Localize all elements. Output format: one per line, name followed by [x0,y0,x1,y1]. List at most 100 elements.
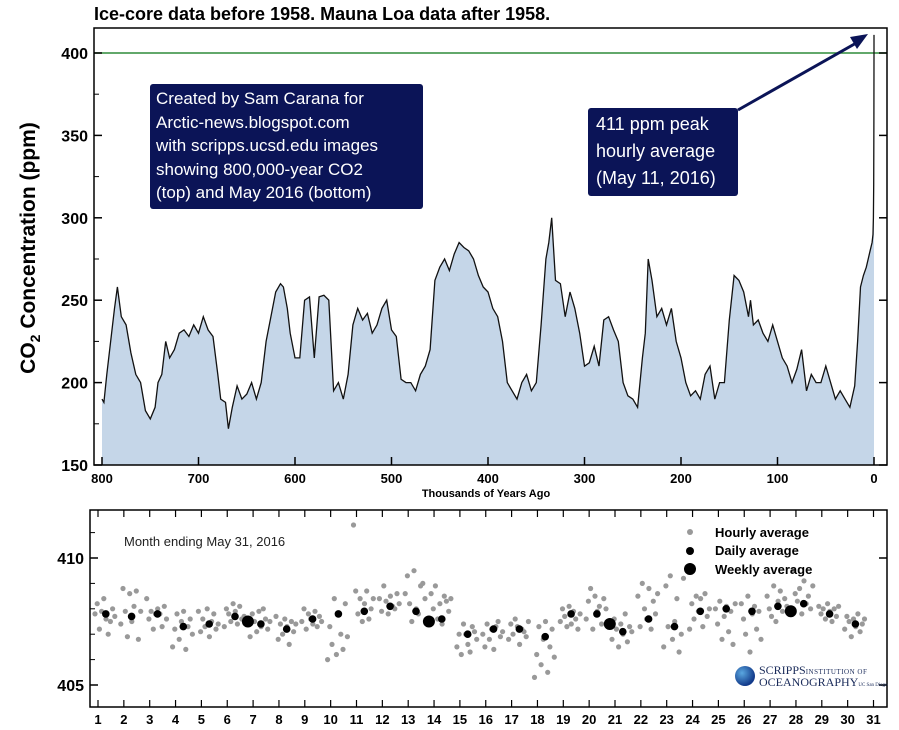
hourly-point [704,613,710,620]
daily-points [102,599,860,641]
hourly-point [702,591,708,597]
logo-institution: INSTITUTION OF [805,668,868,676]
daily-point [153,610,162,618]
hourly-point [267,618,273,625]
hourly-point [801,578,807,584]
hourly-point [333,651,339,658]
co2-line-group [101,34,875,429]
hourly-point [629,629,635,635]
co2-line [101,34,875,429]
hourly-point [641,606,648,612]
hourly-point [237,603,243,609]
hourly-point [799,611,805,617]
hourly-point [456,631,462,637]
hourly-point [215,621,221,627]
hourly-point [254,629,260,635]
hourly-point [782,596,788,602]
hourly-point [163,616,170,622]
hourly-point [506,636,512,642]
daily-point [231,612,239,621]
hourly-point [170,644,176,650]
bottom-x-tick-label: 20 [582,712,596,727]
hourly-point [531,674,538,681]
hourly-point [549,626,555,632]
bottom-x-tick-label: 4 [172,712,180,727]
hourly-point [458,651,464,658]
hourly-point [523,634,529,640]
hourly-point [331,596,337,602]
hourly-point [183,646,189,653]
hourly-point [439,621,445,627]
hourly-point [385,611,391,617]
daily-point [593,610,601,618]
daily-point [541,632,549,641]
bottom-x-tick-label: 24 [685,712,700,727]
hourly-point [256,608,262,614]
top-y-tick-label: 150 [61,458,88,475]
hourly-point [639,580,645,587]
hourly-point [127,591,133,597]
hourly-point [101,596,107,602]
hourly-point [178,618,184,625]
hourly-point [432,583,438,589]
hourly-point [120,585,126,592]
top-y-axis: 150 200 250 300 350 400 [61,46,887,475]
hourly-point [637,624,643,630]
daily-point [102,610,110,618]
hourly-point [693,593,699,599]
hourly-point [247,634,253,640]
hourly-point [732,601,738,607]
daily-point [334,610,343,618]
hourly-point [409,618,415,625]
hourly-point [618,621,624,627]
hourly-point [596,603,603,609]
bottom-x-tick-label: 19 [556,712,570,727]
hourly-point [559,606,566,612]
hourly-point [588,585,594,592]
hourly-point [730,641,736,648]
bottom-x-tick-label: 10 [323,712,337,727]
hourly-point [491,646,497,653]
daily-point [308,615,317,623]
hourly-point [338,631,344,637]
hourly-point [676,649,682,655]
hourly-point [195,608,201,614]
co2-area [102,34,874,466]
hourly-point [273,613,279,620]
hourly-point [471,629,478,635]
hourly-point [293,621,299,627]
hourly-point [512,616,518,622]
hourly-point [465,641,471,648]
hourly-point [480,631,486,637]
hourly-point [650,598,656,604]
hourly-point [706,606,713,612]
bottom-x-tick-label: 13 [401,712,415,727]
hourly-point [312,608,318,614]
hourly-point [234,621,240,627]
hourly-point [844,613,850,620]
hourly-point [831,606,837,612]
hourly-point [146,616,152,622]
hourly-point [848,634,854,640]
logo-ucsd: UC San Diego [858,683,888,688]
hourly-point [428,591,434,597]
bottom-x-tick-label: 29 [815,712,829,727]
hourly-point [808,606,814,612]
hourly-point [353,588,359,594]
globe-icon [735,666,755,686]
hourly-point [138,608,144,614]
hourly-point [342,601,348,607]
bottom-x-tick-label: 15 [453,712,467,727]
hourly-point [740,616,747,622]
peak-arrow-head [850,34,868,49]
top-x-axis: 800 700 600 500 400 300 200 100 0 [91,457,878,486]
bottom-x-tick-label: 31 [866,712,880,727]
hourly-point [551,654,557,660]
top-x-tick-label: 300 [574,471,596,486]
hourly-point [482,644,488,650]
hourly-point [107,618,113,625]
hourly-point [148,608,154,614]
weekly-point [784,605,797,618]
hourly-point [771,583,777,589]
hourly-point [652,611,659,617]
